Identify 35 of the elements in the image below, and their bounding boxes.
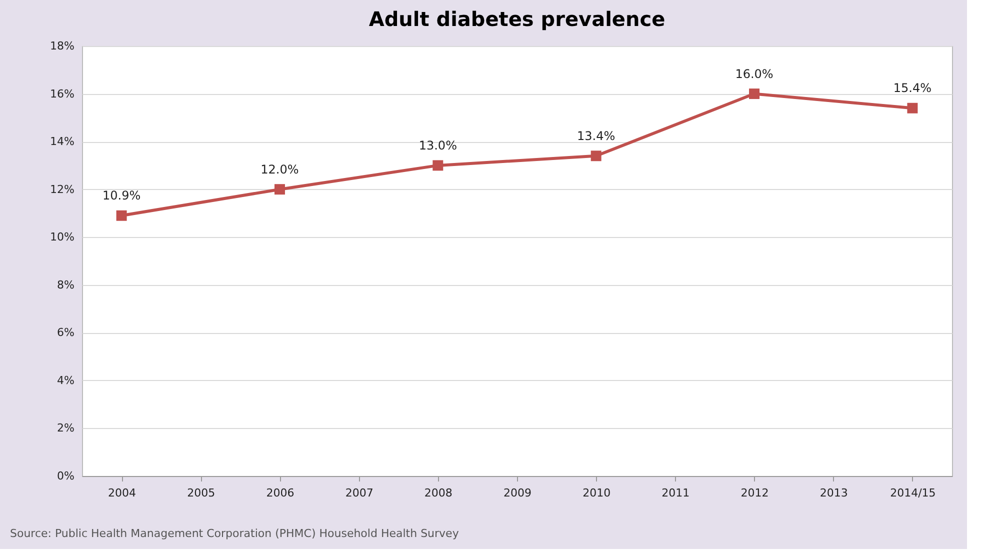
x-tick-label: 2011	[662, 486, 690, 500]
y-tick-label: 16%	[50, 87, 74, 100]
y-tick-label: 14%	[50, 135, 74, 148]
x-tick-label: 2009	[504, 486, 532, 500]
point	[116, 210, 127, 221]
point	[432, 160, 444, 171]
data-label: 15.4%	[893, 81, 932, 96]
point	[590, 150, 602, 162]
point	[749, 88, 760, 100]
y-tick-label: 10%	[50, 230, 74, 244]
y-tick-label: 8%	[57, 278, 74, 292]
source-note: Source: Public Health Management Corporation (PHMC) Household Health Survey	[10, 527, 460, 540]
data-label: 13.4%	[577, 128, 616, 143]
x-tick-label: 2005	[187, 486, 216, 500]
y-tick-label: 4%	[57, 374, 74, 387]
x-tick-label: 2012	[740, 486, 769, 500]
y-tick-label: 18%	[50, 40, 74, 52]
chart-title: Adult diabetes prevalence	[368, 7, 666, 31]
data-label: 10.9%	[102, 188, 141, 203]
x-tick-label: 2010	[582, 486, 611, 500]
y-tick-label: 6%	[57, 326, 74, 340]
x-tick-label: 2014/15	[890, 486, 936, 500]
data-label: 16.0%	[735, 66, 774, 81]
x-tick-label: 2007	[345, 486, 374, 500]
y-tick-label: 0%	[57, 470, 74, 482]
x-tick-label: 2006	[266, 486, 294, 500]
data-label: 12.0%	[260, 162, 299, 176]
x-tick-label: 2013	[820, 486, 848, 500]
point	[907, 102, 918, 114]
x-tick-label: 2004	[108, 486, 136, 500]
point	[274, 184, 285, 195]
x-tick-label: 2008	[424, 486, 452, 500]
y-tick-label: 2%	[57, 422, 74, 435]
y-tick-label: 12%	[50, 182, 74, 196]
data-label: 13.0%	[418, 138, 457, 152]
